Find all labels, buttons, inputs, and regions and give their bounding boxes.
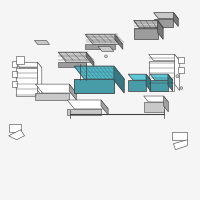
Polygon shape [149, 61, 174, 91]
Polygon shape [144, 96, 168, 102]
Polygon shape [35, 93, 69, 100]
Polygon shape [150, 74, 173, 80]
Polygon shape [178, 67, 184, 73]
Polygon shape [134, 28, 158, 39]
Polygon shape [98, 46, 114, 51]
Polygon shape [172, 132, 187, 140]
Polygon shape [128, 74, 151, 80]
Polygon shape [9, 124, 21, 132]
Polygon shape [173, 13, 178, 27]
Polygon shape [128, 80, 146, 91]
Polygon shape [154, 13, 178, 19]
Polygon shape [146, 74, 151, 91]
Polygon shape [34, 40, 50, 44]
Polygon shape [134, 21, 163, 28]
Polygon shape [35, 84, 76, 93]
Polygon shape [16, 56, 24, 64]
Polygon shape [16, 68, 37, 96]
Polygon shape [58, 52, 94, 62]
Polygon shape [174, 54, 180, 91]
Polygon shape [114, 66, 124, 93]
Polygon shape [12, 61, 17, 67]
Polygon shape [149, 54, 180, 61]
Circle shape [180, 87, 183, 89]
Polygon shape [16, 62, 42, 68]
Polygon shape [178, 57, 184, 63]
Polygon shape [154, 19, 173, 27]
Polygon shape [101, 100, 108, 115]
Polygon shape [86, 52, 94, 67]
Polygon shape [85, 34, 123, 44]
Polygon shape [9, 130, 25, 140]
Polygon shape [158, 21, 163, 39]
Polygon shape [168, 74, 173, 91]
Polygon shape [74, 66, 124, 79]
Polygon shape [115, 34, 123, 49]
Polygon shape [164, 96, 168, 112]
Polygon shape [74, 79, 114, 93]
Polygon shape [69, 84, 76, 100]
Polygon shape [150, 80, 168, 91]
Polygon shape [85, 44, 115, 49]
Polygon shape [144, 102, 164, 112]
Polygon shape [37, 62, 42, 96]
Circle shape [105, 55, 107, 58]
Polygon shape [67, 100, 108, 109]
Circle shape [176, 75, 179, 78]
Polygon shape [12, 71, 17, 77]
Polygon shape [173, 140, 187, 150]
Polygon shape [67, 109, 101, 115]
Polygon shape [12, 81, 17, 87]
Polygon shape [58, 62, 86, 67]
